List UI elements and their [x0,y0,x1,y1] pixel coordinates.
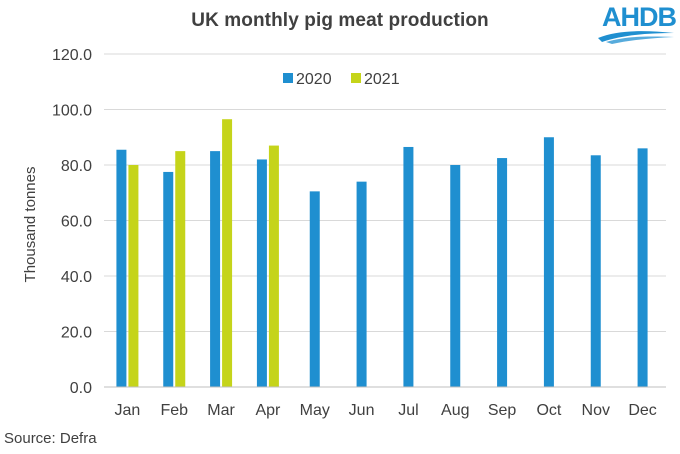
bar-2020-nov [590,155,601,387]
y-tick-label: 80.0 [61,158,92,175]
bar-2021-feb [175,151,186,387]
bar-2020-jan [116,149,127,387]
x-tick-label: Jul [398,402,418,419]
x-tick-label: Aug [441,402,469,419]
x-axis: Jan Feb Mar Apr May Jun Jul Aug Sep Oct Nov Dec [104,386,666,419]
y-tick-label: 60.0 [61,214,92,231]
x-tick-label: May [300,402,330,419]
source-note: Source: Defra [4,430,97,447]
bar-2020-apr [256,159,267,387]
bar-2020-feb [163,171,174,387]
legend: 2020 2021 [283,71,400,88]
bar-2020-mar [210,151,221,387]
bar-2020-jun [356,181,367,387]
legend-swatch-2021 [351,73,361,83]
bar-2021-jan [128,165,139,387]
x-tick-label: Oct [536,402,561,419]
bar-2020-sep [497,158,508,387]
x-tick-label: Apr [255,402,281,419]
x-tick-label: Dec [628,402,656,419]
bar-2021-apr [268,145,279,387]
bar-2020-dec [637,148,648,387]
x-tick-label: Mar [207,402,235,419]
gridlines [104,53,666,332]
y-axis-title: Thousand tonnes [22,167,39,283]
bar-2021-mar [222,119,233,388]
y-tick-label: 40.0 [61,269,92,286]
bars [116,119,648,388]
legend-label-2020: 2020 [296,71,332,88]
y-tick-label: 120.0 [52,47,92,64]
logo-swoosh-icon [598,31,674,44]
y-tick-label: 20.0 [61,325,92,342]
x-tick-label: Sep [488,402,517,419]
y-tick-label: 100.0 [52,103,92,120]
x-tick-label: Feb [160,402,188,419]
logo-wordmark: AHDB [602,2,677,32]
y-tick-label: 0.0 [70,380,92,397]
y-axis: 0.0 20.0 40.0 60.0 80.0 100.0 120.0 Thousand to… [22,47,92,397]
bar-2020-jul [403,146,414,387]
bar-2020-oct [543,137,554,387]
ahdb-logo: AHDB [592,2,677,46]
x-tick-label: Jun [349,402,375,419]
legend-swatch-2020 [283,73,293,83]
bar-2020-aug [450,165,461,387]
bar-2020-may [309,191,320,387]
chart-title: UK monthly pig meat production [191,10,489,31]
x-tick-label: Nov [582,402,610,419]
x-tick-label: Jan [115,402,141,419]
legend-label-2021: 2021 [364,71,400,88]
